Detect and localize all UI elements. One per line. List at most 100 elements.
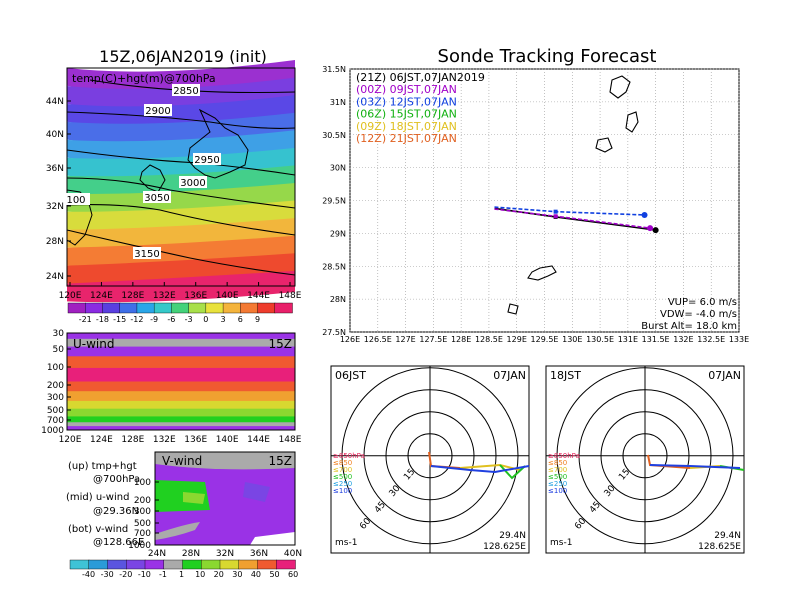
wind-colorbar-label: -30: [101, 570, 114, 579]
v-lat-label: 24N: [148, 549, 166, 559]
u-pressure-label: 30: [53, 329, 65, 339]
track-lon-label: 130E: [562, 335, 582, 344]
hodograph-curve: [499, 464, 526, 480]
hodograph-level-label: ≤250: [333, 480, 352, 488]
hodograph-date: 07JAN: [493, 369, 526, 382]
wind-colorbar-label: 30: [232, 570, 242, 579]
track-lat-label: 28.5N: [322, 262, 346, 271]
wind-colorbar-cell: [163, 559, 184, 570]
temp-colorbar-cell: [171, 302, 190, 314]
wind-colorbar-label: 60: [288, 570, 298, 579]
track-legend-item: (06Z) 15JST,07JAN: [356, 108, 457, 121]
v-lat-label: 40N: [284, 549, 302, 559]
track-lon-label: 126E: [340, 335, 360, 344]
u-lon-label: 148E: [279, 435, 302, 445]
hodograph-level-label: ≤700: [333, 466, 352, 474]
track-legend-item: (00Z) 09JST,07JAN: [356, 83, 457, 96]
u-wind-band: [67, 356, 295, 369]
lon-tick-label: 132E: [153, 291, 176, 301]
hodograph-lat: 29.4N: [714, 531, 741, 541]
track-lon-label: 126.5E: [364, 335, 392, 344]
track-info: VUP= 6.0 m/s: [668, 297, 737, 308]
hodograph-curve: [649, 464, 741, 469]
temp-band: [67, 270, 295, 303]
hodograph-time: 18JST: [550, 369, 581, 382]
temp-colorbar-cell: [205, 302, 224, 314]
wind-colorbar-cell: [182, 559, 202, 570]
temp-colorbar-label: -6: [167, 315, 175, 324]
hodograph-level-label: ≥850hPa: [333, 452, 365, 460]
hodograph-curve: [430, 465, 530, 474]
track-title: Sonde Tracking Forecast: [438, 46, 657, 67]
lon-tick-label: 128E: [121, 291, 144, 301]
hodograph-lat: 29.4N: [499, 531, 526, 541]
track-burst-marker: [553, 214, 558, 219]
legend-note: @700hPa: [93, 474, 140, 485]
u-pressure-label: 50: [53, 345, 65, 355]
china-coast: [66, 189, 93, 246]
lat-tick-label: 24N: [46, 272, 64, 282]
u-wind-band: [67, 400, 295, 410]
u-panel-time: 15Z: [269, 337, 293, 351]
hodograph-level-label: ≤100: [333, 487, 352, 495]
track-legend-item: (09Z) 18JST,07JAN: [356, 120, 457, 133]
contour-label: 3050: [144, 193, 169, 204]
temp-colorbar-label: -9: [150, 315, 158, 324]
track-lon-label: 127.5E: [419, 335, 447, 344]
temp-colorbar-label: 9: [255, 315, 260, 324]
track-grid: [349, 68, 740, 333]
temp-colorbar-cell: [67, 302, 86, 314]
u-lon-label: 124E: [90, 435, 113, 445]
lon-tick-label: 140E: [216, 291, 239, 301]
island-north: [609, 75, 631, 99]
track-lon-label: 132.5E: [697, 335, 725, 344]
v-pressure-label: 700: [134, 529, 151, 539]
island-tokunoshima: [507, 303, 519, 315]
track-lat-label: 28N: [330, 295, 346, 304]
u-lon-label: 140E: [216, 435, 239, 445]
wind-colorbar-cell: [69, 559, 90, 570]
wind-colorbar-label: -20: [119, 570, 132, 579]
track-lon-label: 128E: [451, 335, 471, 344]
temp-colorbar-label: -15: [113, 315, 126, 324]
track-end-point: [641, 211, 648, 218]
u-wind-band: [67, 367, 295, 382]
track-legend-item: (03Z) 12JST,07JAN: [356, 95, 457, 108]
contour-label-bg: [172, 84, 200, 96]
legend-note: (bot) v-wind: [68, 524, 128, 535]
legend-note: @128.66E: [93, 537, 144, 548]
wind-colorbar-cell: [126, 559, 146, 570]
lon-tick-label: 136E: [184, 291, 207, 301]
temp-colorbar-cell: [240, 302, 259, 314]
v-region-green: [155, 480, 210, 512]
temp-colorbar-label: -3: [185, 315, 193, 324]
wind-colorbar-cell: [107, 559, 127, 570]
u-wind-band: [67, 333, 295, 340]
u-pressure-label: 100: [47, 363, 64, 373]
contour-label: 2900: [145, 106, 170, 117]
track-lat-label: 30.5N: [322, 131, 346, 140]
wind-colorbar-cell: [276, 559, 296, 570]
v-lat-label: 28N: [182, 549, 200, 559]
u-wind-band: [67, 338, 295, 348]
temp-colorbar-cell: [102, 302, 121, 314]
lat-tick-label: 36N: [46, 164, 64, 174]
legend-note: (mid) u-wind: [66, 492, 129, 503]
temp-colorbar-cell: [85, 302, 104, 314]
v-pressure-label: 300: [134, 507, 151, 517]
wind-colorbar-cell: [144, 559, 165, 570]
u-lon-label: 120E: [59, 435, 82, 445]
lon-tick-label: 124E: [90, 291, 113, 301]
lon-tick-label: 144E: [247, 291, 270, 301]
v-lat-label: 36N: [250, 549, 268, 559]
contour-line: [66, 177, 296, 209]
track-lat-label: 27.5N: [322, 328, 346, 337]
temp-colorbar-cell: [274, 302, 293, 314]
hodograph-lon: 128.625E: [483, 542, 526, 552]
temp-colorbar-label: -12: [130, 315, 143, 324]
lat-tick-label: 32N: [46, 202, 64, 212]
contour-line: [66, 111, 296, 129]
u-wind-band: [67, 422, 295, 427]
wind-colorbar-label: -1: [159, 570, 167, 579]
